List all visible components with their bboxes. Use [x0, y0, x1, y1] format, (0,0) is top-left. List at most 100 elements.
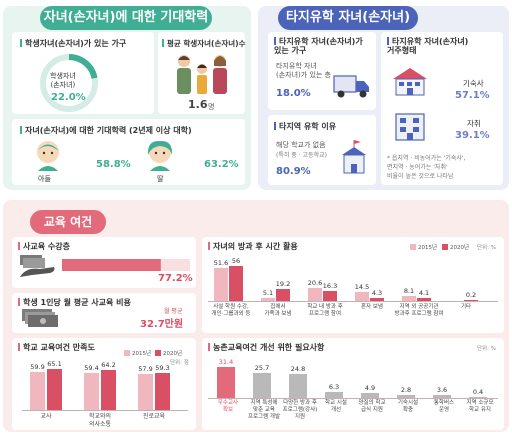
needs-bar [325, 391, 343, 398]
private-education-card: 사교육 수강층 77.2% [12, 237, 196, 288]
satisfaction-bar [155, 372, 170, 410]
time-use-unit: 단위: % [477, 245, 496, 251]
self-boarding-value: 39.1% [455, 130, 490, 141]
residence-title: 타지유학 자녀(손자녀) 거주형태 [387, 37, 469, 55]
private-education-title: 사교육 수강층 [18, 241, 70, 252]
donut-center-label: 학생자녀 (손자녀) [50, 72, 76, 89]
needs-title: 농촌교육여건 개선 위한 필요사항 [208, 342, 324, 353]
expectation-title: 자녀(손자녀)에 대한 기대학력 (2년제 이상 대학) [20, 125, 192, 136]
son-icon [37, 141, 59, 171]
needs-value-label: 6.3 [328, 382, 340, 391]
private-cost-value: 32.7만원 [140, 319, 184, 330]
study-households-sub: 타지유학 자녀 (손자녀)가 있는 층 [276, 62, 331, 79]
time-use-bar [261, 297, 275, 301]
satisfaction-value-label: 57.9 [138, 364, 153, 373]
private-cost-title: 학생 1인당 월 평균 사교육 비용 [18, 297, 131, 308]
private-cost-card: 학생 1인당 월 평균 사교육 비용 월 평균 32.7만원 [12, 293, 196, 333]
study-reason-sub2: (특히 중 · 고등학교) [276, 152, 327, 159]
time-legend-2020-swatch [442, 244, 448, 250]
time-use-value-label: 4.3 [371, 289, 383, 298]
needs-bar [433, 394, 451, 398]
needs-value-label: 24.8 [290, 364, 306, 373]
satisfaction-bar [30, 372, 45, 410]
self-boarding-label: 자취 [467, 119, 481, 128]
son-value: 58.8% [96, 159, 131, 170]
needs-value-label: 2.8 [400, 386, 412, 395]
time-use-bar [276, 288, 290, 301]
time-use-title: 자녀의 방과 후 시간 활용 [208, 241, 298, 252]
daughter-icon [147, 140, 173, 171]
needs-category: 학교 시설 개선 [325, 400, 347, 413]
households-value: 22.0% [51, 92, 86, 103]
time-use-value-label: 16.3 [322, 281, 338, 290]
needs-category: 통학버스 운영 [433, 400, 455, 413]
needs-bar [361, 393, 379, 398]
needs-bar [289, 373, 307, 398]
time-use-value-label: 4.1 [418, 289, 430, 298]
needs-category: 다양한 방과 후 프로그램(강사) 지원 [282, 400, 318, 420]
section-title-study-abroad: 타지유학 자녀(손자녀) [278, 6, 418, 30]
school-icon [342, 140, 366, 174]
needs-category: 우수교사 확보 [217, 400, 239, 413]
time-use-bar [370, 298, 384, 301]
needs-category: 지역 특성에 맞춘 교육 프로그램 개발 [247, 400, 281, 420]
time-legend-2015-label: 2015년 [418, 245, 438, 251]
legend-2015-swatch [124, 350, 130, 356]
needs-bar [217, 367, 235, 398]
moving-truck-icon [333, 75, 369, 98]
satisfaction-category: 진로교육 [142, 413, 166, 420]
needs-value-label: 3.6 [436, 385, 448, 394]
time-use-axis [208, 301, 498, 302]
needs-card: 농촌교육여건 개선 위한 필요사항 단위: % 31.4 우수교사 확보 25.7 지… [202, 338, 504, 430]
satisfaction-category: 교사 [40, 413, 52, 420]
study-reason-sub: 해당 학교가 없음 [276, 141, 326, 149]
time-legend-2015-swatch [410, 244, 416, 250]
time-use-category: 사설 학원 수강, 개인·그룹과외 등 [211, 304, 251, 317]
time-use-card: 자녀의 방과 후 시간 활용 2015년 2020년 단위: % 51.6 56 사… [202, 237, 504, 333]
time-use-category: 집에서 가족과 보냄 [264, 304, 292, 317]
needs-bar [469, 397, 487, 398]
time-use-value-label: 56 [231, 256, 241, 265]
time-use-value-label: 51.6 [213, 259, 229, 268]
time-use-bar [214, 268, 228, 301]
study-households-card: 타지유학 자녀(손자녀)가 있는 가구 타지유학 자녀 (손자녀)가 있는 층 … [268, 32, 376, 110]
time-use-bar [355, 291, 369, 301]
dormitory-label: 기숙사 [463, 79, 484, 88]
time-use-category: 기타 [460, 304, 472, 310]
satisfaction-value-label: 64.2 [101, 360, 116, 369]
needs-unit: 단위: % [477, 346, 496, 352]
family-icon [177, 55, 227, 94]
time-use-bar [464, 300, 478, 301]
needs-value-label: 25.7 [254, 364, 270, 373]
satisfaction-bar [101, 369, 116, 410]
satisfaction-bar [47, 369, 62, 410]
daughter-label: 딸 [157, 175, 164, 183]
dormitory-value: 57.1% [455, 90, 490, 101]
son-label: 아들 [38, 175, 51, 183]
section-title-expected-education: 자녀(손자녀)에 대한 기대학력 [40, 6, 212, 30]
avg-children-value: 1.6 [188, 98, 208, 111]
time-use-value-label: 8.1 [403, 286, 415, 295]
households-title: 학생자녀(손자녀)가 있는 가구 [20, 38, 126, 49]
time-use-value-label: 5.1 [262, 288, 274, 297]
cash-stack-icon [22, 309, 58, 327]
satisfaction-category: 학교와의 의사소통 [88, 413, 112, 428]
households-donut [40, 54, 98, 112]
time-use-value-label: 19.2 [275, 279, 291, 288]
time-use-bar [308, 287, 322, 301]
study-reason-title: 타지역 유학 이유 [274, 121, 336, 132]
daughter-value: 63.2% [204, 159, 239, 170]
residence-card: 타지유학 자녀(손자녀) 거주형태 기숙사 57.1% 자취 39.1% * 읍… [381, 32, 503, 185]
time-use-category: 혼자 보냄 [361, 304, 383, 310]
residence-note: * 읍지역 · 비농어가는 '기숙사', 면지역 · 농어가는 '자취' 비율이… [387, 155, 466, 180]
time-use-bar [402, 295, 416, 301]
private-education-bar [62, 259, 190, 271]
time-use-category: 학교 내 방과 후 프로그램 참여 [307, 304, 343, 317]
satisfaction-unit: 단위: 점 [170, 360, 189, 366]
legend-2020-swatch [155, 350, 161, 356]
time-use-bar [417, 298, 431, 301]
study-households-title: 타지유학 자녀(손자녀)가 있는 가구 [274, 37, 363, 55]
satisfaction-bar [138, 373, 153, 410]
satisfaction-card: 학교 교육여건 만족도 2015년 2020년 단위: 점 59.9 65.1 교사… [12, 338, 196, 430]
needs-category: 지역 소규모 학교 유지 [466, 400, 494, 413]
